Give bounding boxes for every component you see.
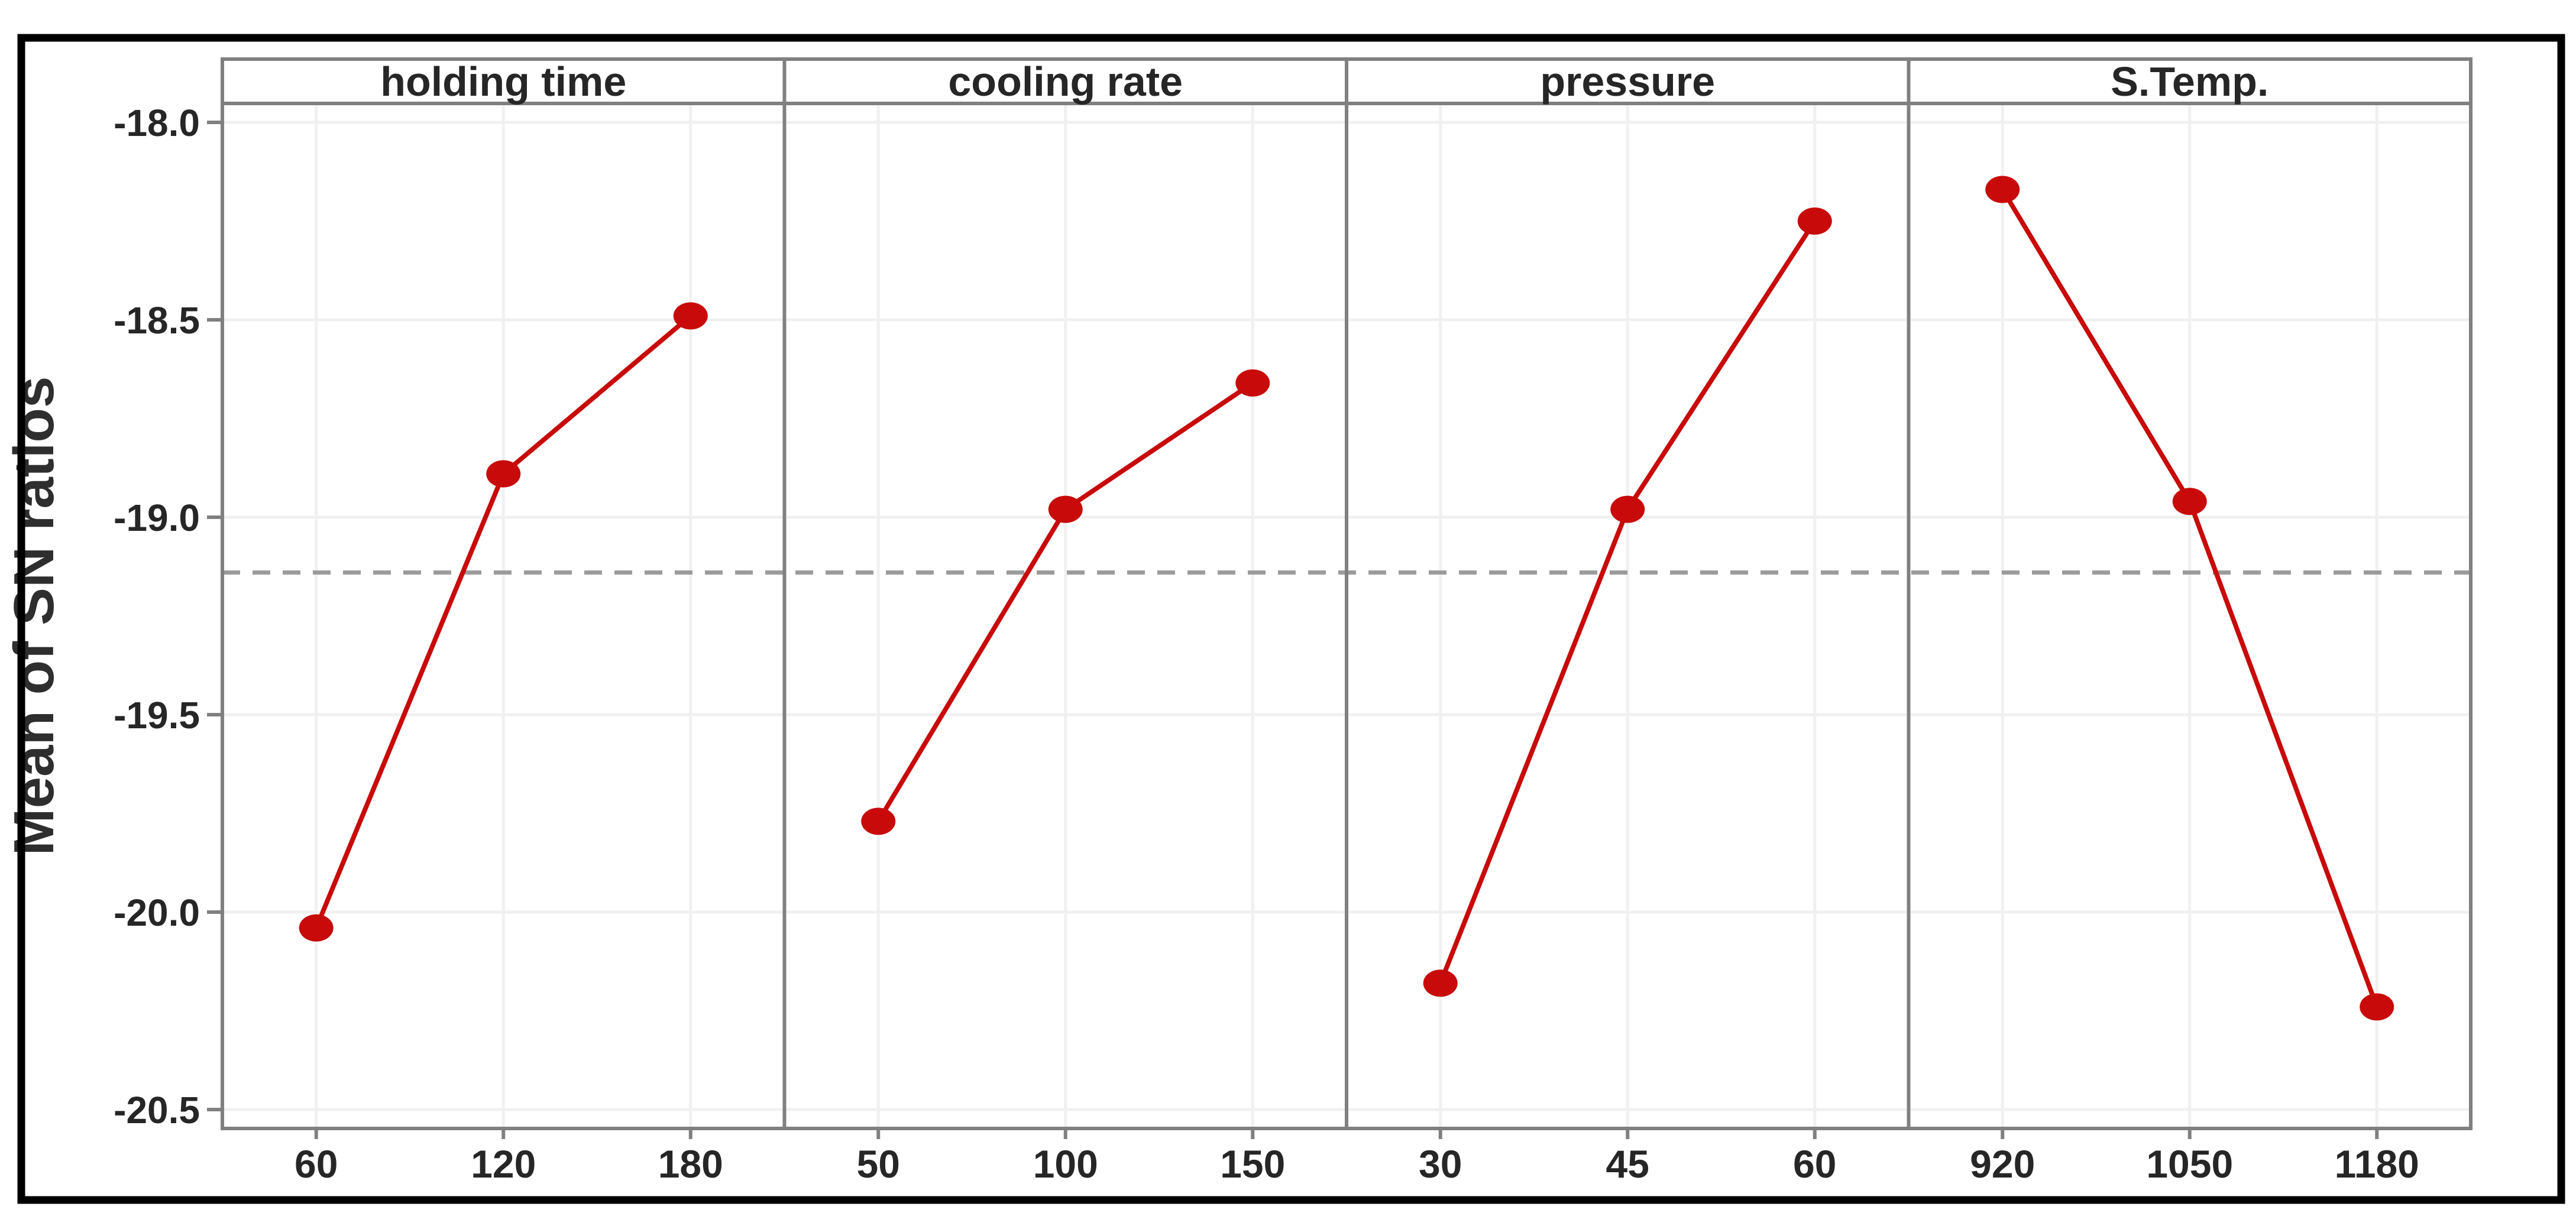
x-tick-label: 1050 xyxy=(2146,1142,2233,1186)
panel-title: pressure xyxy=(1540,59,1715,105)
data-point xyxy=(1985,176,2020,203)
plot-outer-border xyxy=(17,34,2565,1204)
x-tick-label: 1180 xyxy=(2335,1142,2419,1186)
x-tick-label: 120 xyxy=(471,1142,536,1186)
y-tick-label: -20.0 xyxy=(114,891,200,934)
y-tick-label: -18.0 xyxy=(114,102,200,144)
x-tick-label: 60 xyxy=(1793,1142,1836,1186)
data-point xyxy=(1797,207,1832,235)
y-tick-label: -20.5 xyxy=(114,1089,200,1131)
data-point xyxy=(1235,369,1270,397)
data-point xyxy=(2360,993,2394,1021)
data-point xyxy=(1423,969,1458,997)
x-tick-label: 180 xyxy=(658,1142,723,1186)
data-point xyxy=(861,807,896,835)
x-tick-label: 45 xyxy=(1606,1142,1649,1186)
data-point xyxy=(1610,495,1645,523)
data-point xyxy=(486,460,521,488)
panel-title: cooling rate xyxy=(948,59,1183,105)
data-point xyxy=(2172,488,2207,515)
x-tick-label: 100 xyxy=(1033,1142,1098,1186)
panel-title: S.Temp. xyxy=(2111,59,2268,105)
x-tick-label: 150 xyxy=(1220,1142,1285,1186)
data-point xyxy=(1048,495,1083,523)
y-tick-label: -19.0 xyxy=(114,497,200,539)
panel-title: holding time xyxy=(380,59,626,105)
data-point xyxy=(673,302,708,330)
y-tick-label: -19.5 xyxy=(114,694,200,737)
x-tick-label: 50 xyxy=(857,1142,900,1186)
data-point xyxy=(299,914,334,942)
y-tick-label: -18.5 xyxy=(114,299,200,342)
x-tick-label: 920 xyxy=(1970,1142,2035,1186)
x-tick-label: 60 xyxy=(295,1142,338,1186)
x-tick-label: 30 xyxy=(1419,1142,1462,1186)
y-axis-title: Mean of SN ratios xyxy=(2,377,66,856)
